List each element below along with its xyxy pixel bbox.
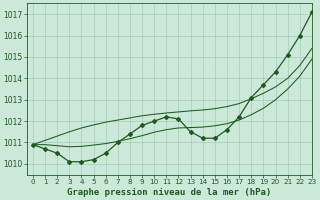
X-axis label: Graphe pression niveau de la mer (hPa): Graphe pression niveau de la mer (hPa) [67,188,272,197]
